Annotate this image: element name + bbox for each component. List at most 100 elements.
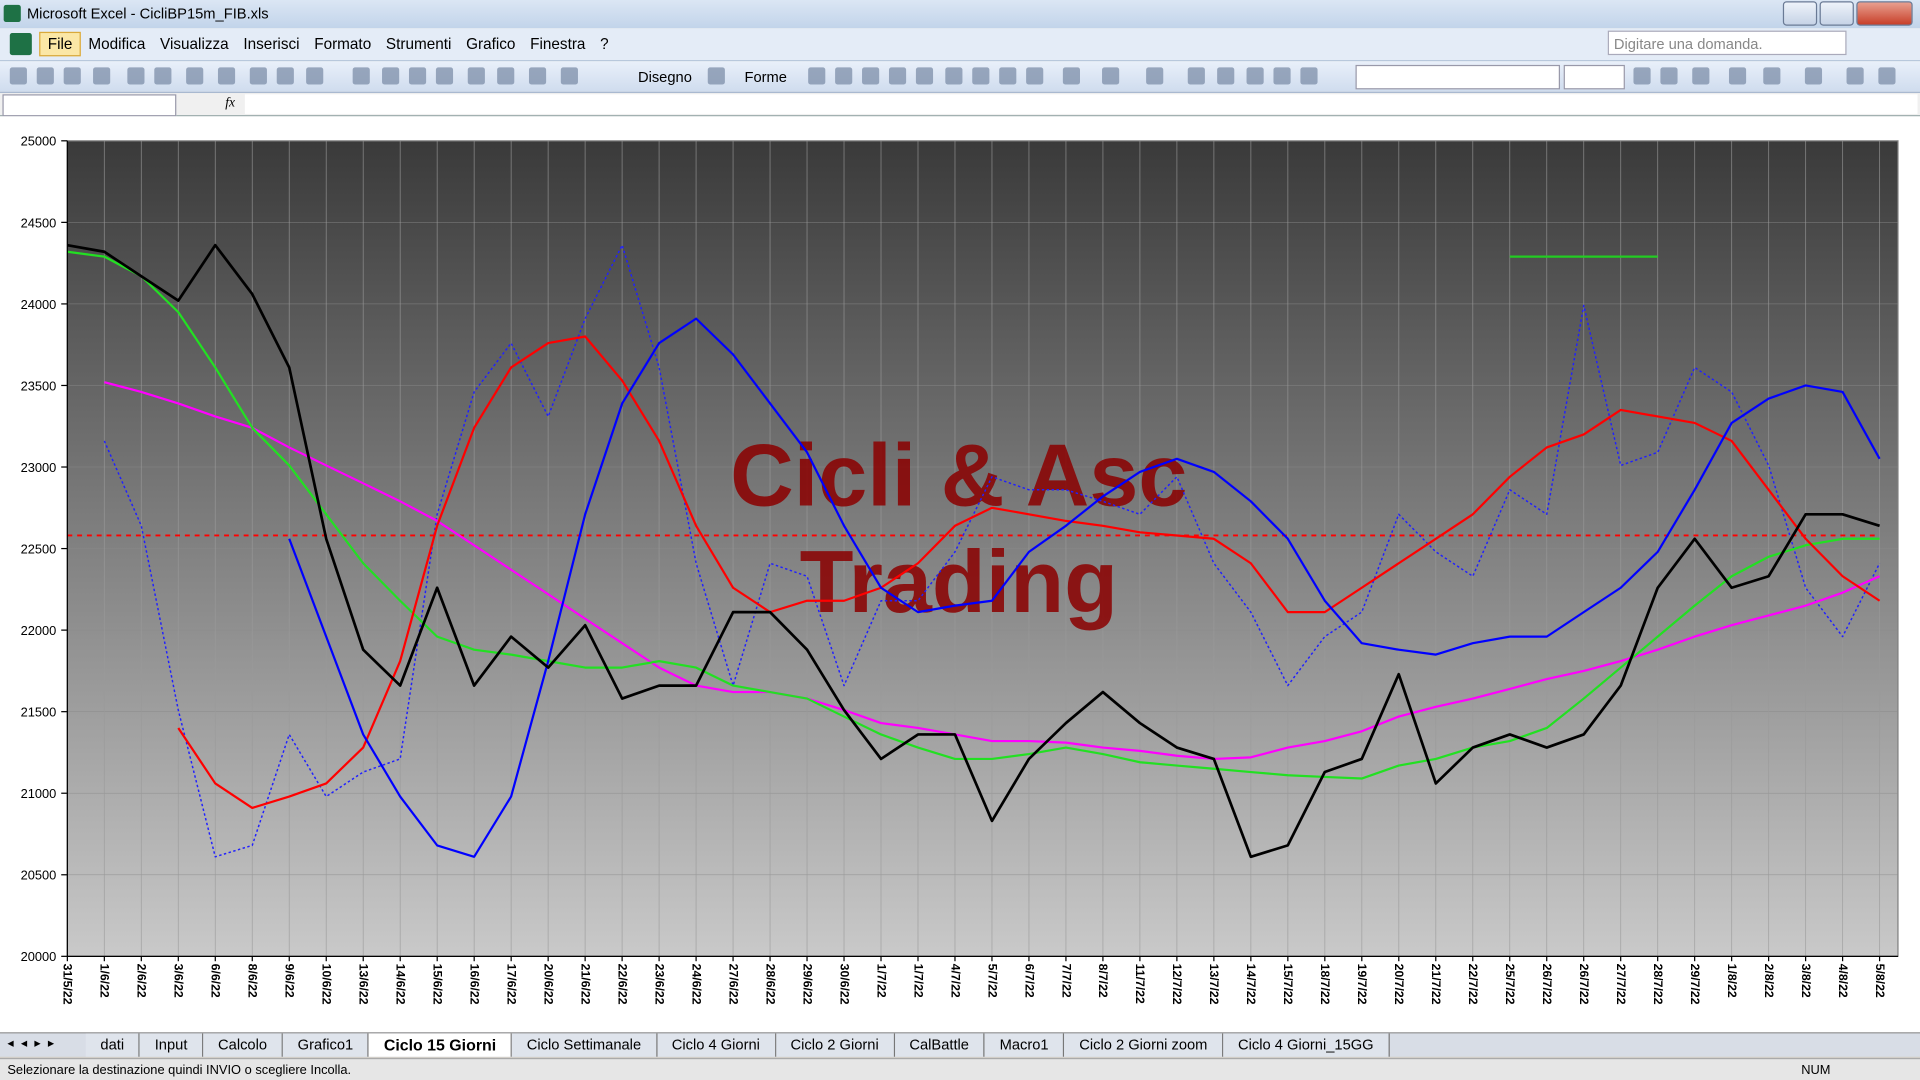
menu-item[interactable]: Finestra	[530, 35, 586, 53]
toolbar-icon[interactable]	[352, 67, 370, 85]
watermark-text: Trading	[800, 532, 1118, 631]
toolbar-icon[interactable]	[945, 67, 963, 85]
menu-item[interactable]: Grafico	[466, 35, 516, 53]
menu-item[interactable]: Modifica	[88, 35, 146, 53]
x-tick-label: 6/6/22	[209, 964, 223, 998]
toolbar-icon[interactable]	[1660, 67, 1678, 85]
sheet-tab[interactable]: Ciclo 4 Giorni	[657, 1033, 776, 1057]
sheet-tab[interactable]: Ciclo 2 Giorni zoom	[1064, 1033, 1224, 1057]
toolbar-icon[interactable]	[1217, 67, 1235, 85]
formula-input[interactable]	[244, 94, 1918, 114]
y-tick-label: 22000	[21, 623, 57, 638]
x-tick-label: 12/7/22	[1170, 964, 1184, 1005]
menu-item[interactable]: Strumenti	[385, 35, 452, 53]
toolbar-icon[interactable]	[435, 67, 454, 85]
x-tick-label: 2/8/22	[1762, 964, 1776, 998]
toolbar-icon[interactable]	[306, 67, 324, 85]
toolbar-icon[interactable]	[1273, 67, 1291, 85]
toolbar-icon[interactable]	[707, 67, 725, 85]
toolbar-icon[interactable]	[1026, 67, 1044, 85]
toolbar-icon[interactable]	[63, 67, 81, 85]
draw-menu[interactable]: Disegno	[637, 68, 692, 86]
sheet-tab[interactable]: Grafico1	[282, 1033, 370, 1057]
toolbar-icon[interactable]	[1763, 67, 1781, 85]
sheet-tab[interactable]: dati	[85, 1033, 141, 1057]
toolbar-icon[interactable]	[1728, 67, 1747, 85]
toolbar-icon[interactable]	[93, 67, 111, 85]
toolbar-icon[interactable]	[1878, 67, 1896, 85]
menu-item[interactable]: Formato	[314, 35, 372, 53]
toolbar-icon[interactable]	[9, 67, 27, 85]
x-tick-label: 15/7/22	[1281, 964, 1295, 1005]
toolbar-icon[interactable]	[36, 67, 54, 85]
toolbar-icon[interactable]	[1062, 67, 1080, 85]
sheet-tab[interactable]: Ciclo Settimanale	[512, 1033, 658, 1057]
menu-item[interactable]: File	[39, 31, 82, 57]
x-tick-label: 8/6/22	[246, 964, 260, 998]
size-box[interactable]	[1563, 64, 1625, 90]
toolbar-icon[interactable]	[999, 67, 1017, 85]
function-label[interactable]: fx	[225, 95, 236, 111]
maximize-button[interactable]	[1819, 1, 1854, 26]
x-tick-label: 29/7/22	[1688, 964, 1702, 1005]
toolbar-icon[interactable]	[1633, 67, 1651, 85]
x-tick-label: 10/6/22	[320, 964, 334, 1005]
x-tick-label: 3/6/22	[172, 964, 186, 998]
x-tick-label: 1/6/22	[98, 964, 112, 998]
menu-item[interactable]: ?	[600, 35, 609, 53]
toolbar-icon[interactable]	[186, 67, 204, 85]
name-box[interactable]	[2, 94, 177, 117]
toolbar-icon[interactable]	[1102, 67, 1120, 85]
toolbar-icon[interactable]	[249, 67, 267, 85]
toolbar-icon[interactable]	[497, 67, 515, 85]
toolbar-icon[interactable]	[154, 67, 172, 85]
y-tick-label: 25000	[21, 134, 57, 149]
series-line	[288, 317, 1881, 858]
shapes-menu[interactable]: Forme	[744, 68, 787, 86]
x-tick-label: 2/6/22	[135, 964, 149, 998]
toolbar-icon[interactable]	[1692, 67, 1710, 85]
menu-item[interactable]: Inserisci	[243, 35, 300, 53]
watermark-text: Cicli & Asc	[730, 426, 1187, 525]
toolbar-icon[interactable]	[528, 67, 547, 85]
menu-item[interactable]: Visualizza	[160, 35, 229, 53]
sheet-tab[interactable]: Calcolo	[203, 1033, 283, 1057]
sheet-tab[interactable]: CalBattle	[894, 1033, 985, 1057]
toolbar-icon[interactable]	[467, 67, 485, 85]
toolbar-icon[interactable]	[972, 67, 990, 85]
toolbar-icon[interactable]	[1246, 67, 1264, 85]
x-tick-label: 7/7/22	[1059, 964, 1073, 998]
toolbar-icon[interactable]	[1146, 67, 1164, 85]
sheet-tab[interactable]: Macro1	[984, 1033, 1065, 1057]
minimize-button[interactable]	[1782, 1, 1818, 26]
toolbar-icon[interactable]	[888, 67, 907, 85]
toolbar-icon[interactable]	[862, 67, 880, 85]
toolbar-icon[interactable]	[835, 67, 853, 85]
toolbar-icon[interactable]	[1804, 67, 1823, 85]
x-tick-label: 22/7/22	[1466, 964, 1480, 1005]
toolbar-icon[interactable]	[1300, 67, 1318, 85]
toolbar-icon[interactable]	[217, 67, 236, 85]
toolbar-icon[interactable]	[560, 67, 578, 85]
toolbar-icon[interactable]	[1846, 67, 1864, 85]
help-box[interactable]: Digitare una domanda.	[1607, 30, 1847, 56]
series-line	[177, 335, 1881, 810]
toolbar-icon[interactable]	[915, 67, 934, 85]
x-tick-label: 13/7/22	[1207, 964, 1221, 1005]
series-line	[103, 244, 1881, 858]
sheet-tab[interactable]: Ciclo 15 Giorni	[369, 1033, 513, 1057]
font-box[interactable]	[1355, 64, 1560, 90]
sheet-tab[interactable]: Ciclo 2 Giorni	[775, 1033, 895, 1057]
tab-nav[interactable]: ◂◂▸▸	[7, 1037, 62, 1051]
toolbar-icon[interactable]	[276, 67, 294, 85]
sheet-tab[interactable]: Ciclo 4 Giorni_15GG	[1223, 1033, 1390, 1057]
toolbar-icon[interactable]	[408, 67, 427, 85]
toolbar-icon[interactable]	[382, 67, 400, 85]
x-tick-label: 24/6/22	[689, 964, 703, 1005]
toolbar-icon[interactable]	[1187, 67, 1205, 85]
toolbar-icon[interactable]	[127, 67, 145, 85]
sheet-tab[interactable]: Input	[140, 1033, 204, 1057]
close-button[interactable]	[1856, 1, 1913, 26]
toolbar-icon[interactable]	[808, 67, 826, 85]
